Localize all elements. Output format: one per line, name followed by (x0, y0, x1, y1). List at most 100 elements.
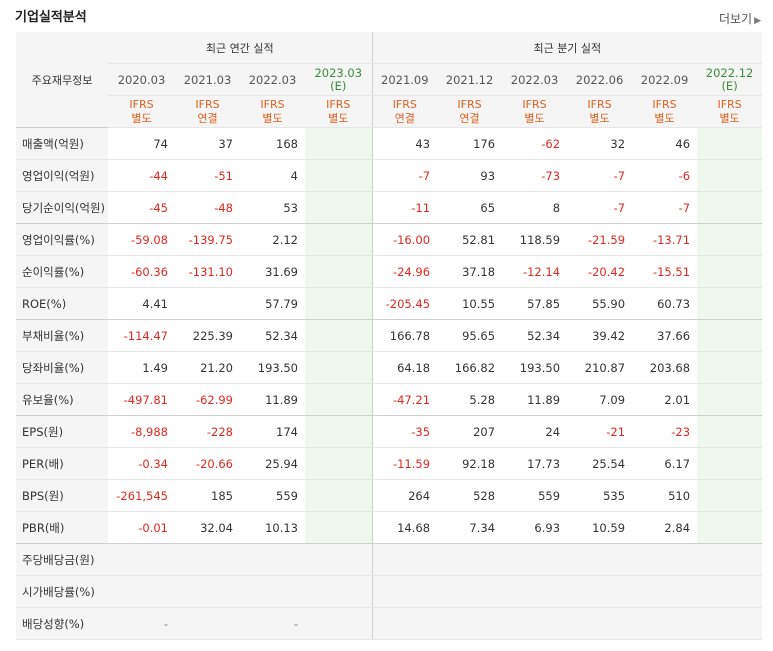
table-cell: 10.13 (240, 511, 305, 544)
table-cell (305, 479, 373, 512)
table-cell: 118.59 (502, 223, 568, 256)
basis-label: 연결 (197, 111, 218, 125)
table-cell: -44 (108, 159, 175, 192)
ifrs-header-annual-0: IFRS 별도 (108, 95, 175, 128)
table-cell: - (240, 607, 305, 640)
table-cell: -21.59 (567, 223, 633, 256)
table-cell: 510 (632, 479, 698, 512)
table-cell (305, 575, 373, 608)
table-row: EPS(원) -8,988 -228 174 -35 207 24 -21 -23 (16, 415, 763, 448)
table-cell: -20.66 (175, 447, 240, 480)
table-cell: 95.65 (437, 319, 503, 352)
table-cell: 559 (502, 479, 568, 512)
table-row: BPS(원) -261,545 185 559 264 528 559 535 510 (16, 479, 763, 512)
table-cell: 193.50 (502, 351, 568, 384)
row-label: 유보율(%) (16, 383, 108, 416)
table-cell: 17.73 (502, 447, 568, 480)
row-label: BPS(원) (16, 479, 108, 512)
row-label: 당기순이익(억원) (16, 191, 108, 224)
table-cell: 65 (437, 191, 503, 224)
row-label: 시가배당률(%) (16, 575, 108, 608)
table-cell: 25.94 (240, 447, 305, 480)
basis-label: 별도 (524, 111, 545, 125)
table-cell (632, 607, 698, 640)
basis-label: 별도 (131, 111, 152, 125)
table-cell (567, 607, 633, 640)
row-label: EPS(원) (16, 415, 108, 448)
table-cell (305, 191, 373, 224)
table-cell: 174 (240, 415, 305, 448)
table-cell (108, 575, 175, 608)
table-cell: -12.14 (502, 255, 568, 288)
table-cell: 176 (437, 127, 503, 160)
more-link[interactable]: 더보기 ▶ (719, 10, 761, 27)
table-cell (697, 223, 763, 256)
period-header-row: 2020.03 2021.03 2022.03 2023.03 (E) 2021.09 20… (16, 63, 763, 96)
row-label: 당좌비율(%) (16, 351, 108, 384)
table-cell (305, 351, 373, 384)
table-cell (697, 447, 763, 480)
period-header-quarterly-3: 2022.06 (567, 63, 633, 96)
table-cell: 32 (567, 127, 633, 160)
table-cell: 193.50 (240, 351, 305, 384)
table-cell (697, 127, 763, 160)
table-cell: 207 (437, 415, 503, 448)
table-cell: -139.75 (175, 223, 240, 256)
more-label: 더보기 (718, 12, 753, 26)
table-cell: 64.18 (371, 351, 438, 384)
table-row: 영업이익률(%) -59.08 -139.75 2.12 -16.00 52.81 118.… (16, 223, 763, 256)
table-cell: 185 (175, 479, 240, 512)
table-cell (305, 223, 373, 256)
table-cell: 2.01 (632, 383, 698, 416)
table-cell: 52.34 (502, 319, 568, 352)
table-row: 시가배당률(%) (16, 575, 763, 608)
ifrs-label: IFRS (652, 97, 677, 111)
table-cell: -23 (632, 415, 698, 448)
period-label: 2023.03 (314, 65, 363, 80)
table-cell (697, 191, 763, 224)
label-header: 주요재무정보 (16, 32, 108, 128)
table-row: PBR(배) -0.01 32.04 10.13 14.68 7.34 6.93 10.59 2… (16, 511, 763, 544)
table-row: 당기순이익(억원) -45 -48 53 -11 65 8 -7 -7 (16, 191, 763, 224)
table-row: 당좌비율(%) 1.49 21.20 193.50 64.18 166.82 193.50 2… (16, 351, 763, 384)
period-header-quarterly-1: 2021.12 (437, 63, 503, 96)
table-cell: -11 (371, 191, 438, 224)
row-label: PER(배) (16, 447, 108, 480)
table-cell (305, 415, 373, 448)
ifrs-header-quarterly-3: IFRS 별도 (567, 95, 633, 128)
table-cell: 52.81 (437, 223, 503, 256)
ifrs-header-annual-1: IFRS 연결 (175, 95, 240, 128)
row-label: 부채비율(%) (16, 319, 108, 352)
table-cell (175, 575, 240, 608)
table-cell: -60.36 (108, 255, 175, 288)
ifrs-label: IFRS (587, 97, 612, 111)
ifrs-header-annual-2: IFRS 별도 (240, 95, 305, 128)
table-cell: -47.21 (371, 383, 438, 416)
ifrs-header-quarterly-5: IFRS 별도 (697, 95, 763, 128)
period-header-quarterly-0: 2021.09 (371, 63, 438, 96)
table-cell (305, 543, 373, 576)
table-cell: -62.99 (175, 383, 240, 416)
period-header-quarterly-4: 2022.09 (632, 63, 698, 96)
table-cell (697, 255, 763, 288)
basis-label: 연결 (459, 111, 480, 125)
table-cell: 4 (240, 159, 305, 192)
table-cell: 60.73 (632, 287, 698, 320)
table-cell: -51 (175, 159, 240, 192)
table-cell: 6.17 (632, 447, 698, 480)
basis-label: 별도 (719, 111, 740, 125)
table-cell: 7.34 (437, 511, 503, 544)
table-cell: -11.59 (371, 447, 438, 480)
table-cell: 55.90 (567, 287, 633, 320)
table-cell: 6.93 (502, 511, 568, 544)
table-cell (240, 543, 305, 576)
row-label: 순이익률(%) (16, 255, 108, 288)
table-cell (697, 543, 763, 576)
table-cell: 10.55 (437, 287, 503, 320)
table-cell: 559 (240, 479, 305, 512)
section-title: 기업실적분석 (15, 10, 87, 25)
table-cell: 7.09 (567, 383, 633, 416)
table-cell (502, 607, 568, 640)
table-cell (697, 351, 763, 384)
table-cell: -15.51 (632, 255, 698, 288)
